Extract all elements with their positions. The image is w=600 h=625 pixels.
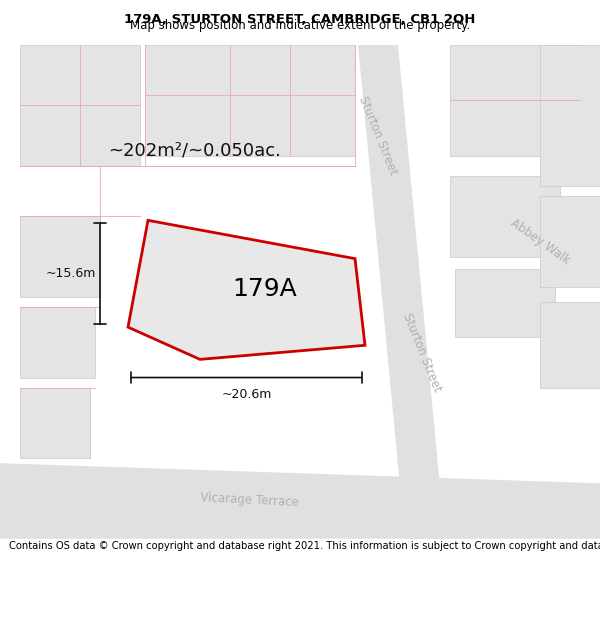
Polygon shape [0,45,600,539]
Text: Contains OS data © Crown copyright and database right 2021. This information is : Contains OS data © Crown copyright and d… [9,541,600,551]
Text: ~20.6m: ~20.6m [221,388,272,401]
Polygon shape [455,269,555,338]
Polygon shape [20,388,90,458]
Text: ~15.6m: ~15.6m [46,268,96,280]
Polygon shape [540,302,600,388]
Text: Sturton Street: Sturton Street [356,94,400,177]
Text: 179A: 179A [233,277,298,301]
Polygon shape [20,216,100,297]
Polygon shape [358,45,445,539]
Polygon shape [20,307,95,378]
Polygon shape [20,45,140,166]
Text: Map shows position and indicative extent of the property.: Map shows position and indicative extent… [130,19,470,32]
Polygon shape [540,45,600,186]
Text: Abbey Walk: Abbey Walk [508,216,572,267]
Polygon shape [0,463,600,539]
Text: ~202m²/~0.050ac.: ~202m²/~0.050ac. [109,142,281,160]
Polygon shape [450,176,560,257]
Polygon shape [450,45,580,156]
Text: 179A, STURTON STREET, CAMBRIDGE, CB1 2QH: 179A, STURTON STREET, CAMBRIDGE, CB1 2QH [124,12,476,26]
Text: Sturton Street: Sturton Street [400,311,444,394]
Polygon shape [145,45,355,156]
Polygon shape [540,196,600,287]
Polygon shape [128,221,365,359]
Text: Vicarage Terrace: Vicarage Terrace [200,491,299,509]
